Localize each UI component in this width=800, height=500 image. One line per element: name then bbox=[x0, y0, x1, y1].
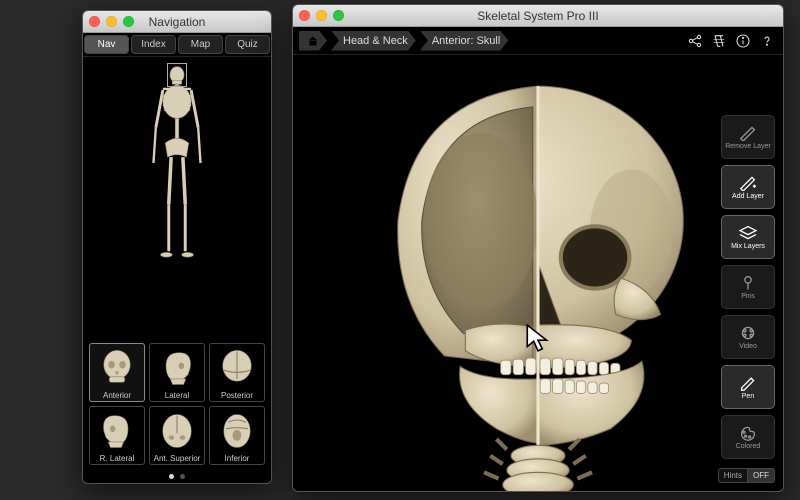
anatomy-viewer[interactable]: Remove Layer Add Layer Mix Layers Pins V… bbox=[293, 55, 783, 491]
view-inferior[interactable]: Inferior bbox=[209, 406, 265, 465]
tab-index[interactable]: Index bbox=[131, 35, 176, 54]
navigation-window: Navigation Nav Index Map Quiz bbox=[82, 10, 272, 484]
full-skeleton-thumb[interactable] bbox=[141, 63, 213, 263]
close-icon[interactable] bbox=[89, 16, 100, 27]
main-window: Skeletal System Pro III Head & Neck Ante… bbox=[292, 4, 784, 492]
skull-anterior-illustration bbox=[293, 55, 783, 491]
main-toolbar: Head & Neck Anterior: Skull bbox=[293, 27, 783, 55]
view-r-lateral[interactable]: R. Lateral bbox=[89, 406, 145, 465]
main-traffic-lights bbox=[299, 10, 344, 21]
tool-mix-layers[interactable]: Mix Layers bbox=[721, 215, 775, 259]
tab-nav[interactable]: Nav bbox=[84, 35, 129, 54]
tab-quiz[interactable]: Quiz bbox=[225, 35, 270, 54]
palette-icon bbox=[738, 425, 758, 441]
view-anterior[interactable]: Anterior bbox=[89, 343, 145, 402]
pen-icon bbox=[738, 375, 758, 391]
page-indicator[interactable] bbox=[83, 474, 271, 479]
tool-pins[interactable]: Pins bbox=[721, 265, 775, 309]
home-icon bbox=[307, 35, 319, 47]
views-grid: Anterior Lateral Posterior bbox=[89, 343, 265, 465]
video-icon bbox=[738, 325, 758, 341]
region-selector-box[interactable] bbox=[167, 63, 187, 87]
cursor-arrow-icon bbox=[525, 323, 551, 353]
tool-colored[interactable]: Colored bbox=[721, 415, 775, 459]
view-label: R. Lateral bbox=[100, 454, 135, 463]
nav-tabs: Nav Index Map Quiz bbox=[83, 33, 271, 57]
layers-icon bbox=[738, 225, 758, 241]
share-icon[interactable] bbox=[685, 31, 705, 51]
help-icon[interactable] bbox=[757, 31, 777, 51]
hints-state: OFF bbox=[747, 468, 775, 483]
tool-remove-layer[interactable]: Remove Layer bbox=[721, 115, 775, 159]
main-titlebar[interactable]: Skeletal System Pro III bbox=[293, 5, 783, 27]
view-label: Anterior bbox=[103, 391, 131, 400]
tab-map[interactable]: Map bbox=[178, 35, 223, 54]
info-icon[interactable] bbox=[733, 31, 753, 51]
nav-body: Anterior Lateral Posterior bbox=[83, 57, 271, 483]
zoom-icon[interactable] bbox=[123, 16, 134, 27]
page-dot[interactable] bbox=[169, 474, 174, 479]
view-label: Posterior bbox=[221, 391, 253, 400]
close-icon[interactable] bbox=[299, 10, 310, 21]
pin-icon bbox=[738, 275, 758, 291]
skull-lateral-icon bbox=[155, 346, 199, 390]
side-tool-palette: Remove Layer Add Layer Mix Layers Pins V… bbox=[721, 115, 775, 459]
scalpel-remove-icon bbox=[738, 125, 758, 141]
nav-titlebar[interactable]: Navigation bbox=[83, 11, 271, 33]
skull-ant-superior-icon bbox=[155, 409, 199, 453]
zoom-icon[interactable] bbox=[333, 10, 344, 21]
settings-icon[interactable] bbox=[709, 31, 729, 51]
skull-anterior-icon bbox=[95, 346, 139, 390]
view-lateral[interactable]: Lateral bbox=[149, 343, 205, 402]
breadcrumb-view[interactable]: Anterior: Skull bbox=[420, 31, 508, 51]
view-label: Lateral bbox=[165, 391, 189, 400]
nav-traffic-lights bbox=[89, 16, 134, 27]
view-ant-superior[interactable]: Ant. Superior bbox=[149, 406, 205, 465]
hints-toggle[interactable]: Hints OFF bbox=[718, 468, 775, 483]
view-posterior[interactable]: Posterior bbox=[209, 343, 265, 402]
minimize-icon[interactable] bbox=[106, 16, 117, 27]
skull-inferior-icon bbox=[215, 409, 259, 453]
page-dot[interactable] bbox=[180, 474, 185, 479]
hints-label: Hints bbox=[718, 468, 747, 483]
view-label: Ant. Superior bbox=[154, 454, 201, 463]
skull-posterior-icon bbox=[215, 346, 259, 390]
tool-add-layer[interactable]: Add Layer bbox=[721, 165, 775, 209]
skull-r-lateral-icon bbox=[95, 409, 139, 453]
scalpel-add-icon bbox=[738, 175, 758, 191]
breadcrumb-region[interactable]: Head & Neck bbox=[331, 31, 416, 51]
tool-pen[interactable]: Pen bbox=[721, 365, 775, 409]
minimize-icon[interactable] bbox=[316, 10, 327, 21]
view-label: Inferior bbox=[225, 454, 250, 463]
tool-video[interactable]: Video bbox=[721, 315, 775, 359]
main-window-title: Skeletal System Pro III bbox=[293, 9, 783, 23]
home-button[interactable] bbox=[299, 31, 327, 51]
